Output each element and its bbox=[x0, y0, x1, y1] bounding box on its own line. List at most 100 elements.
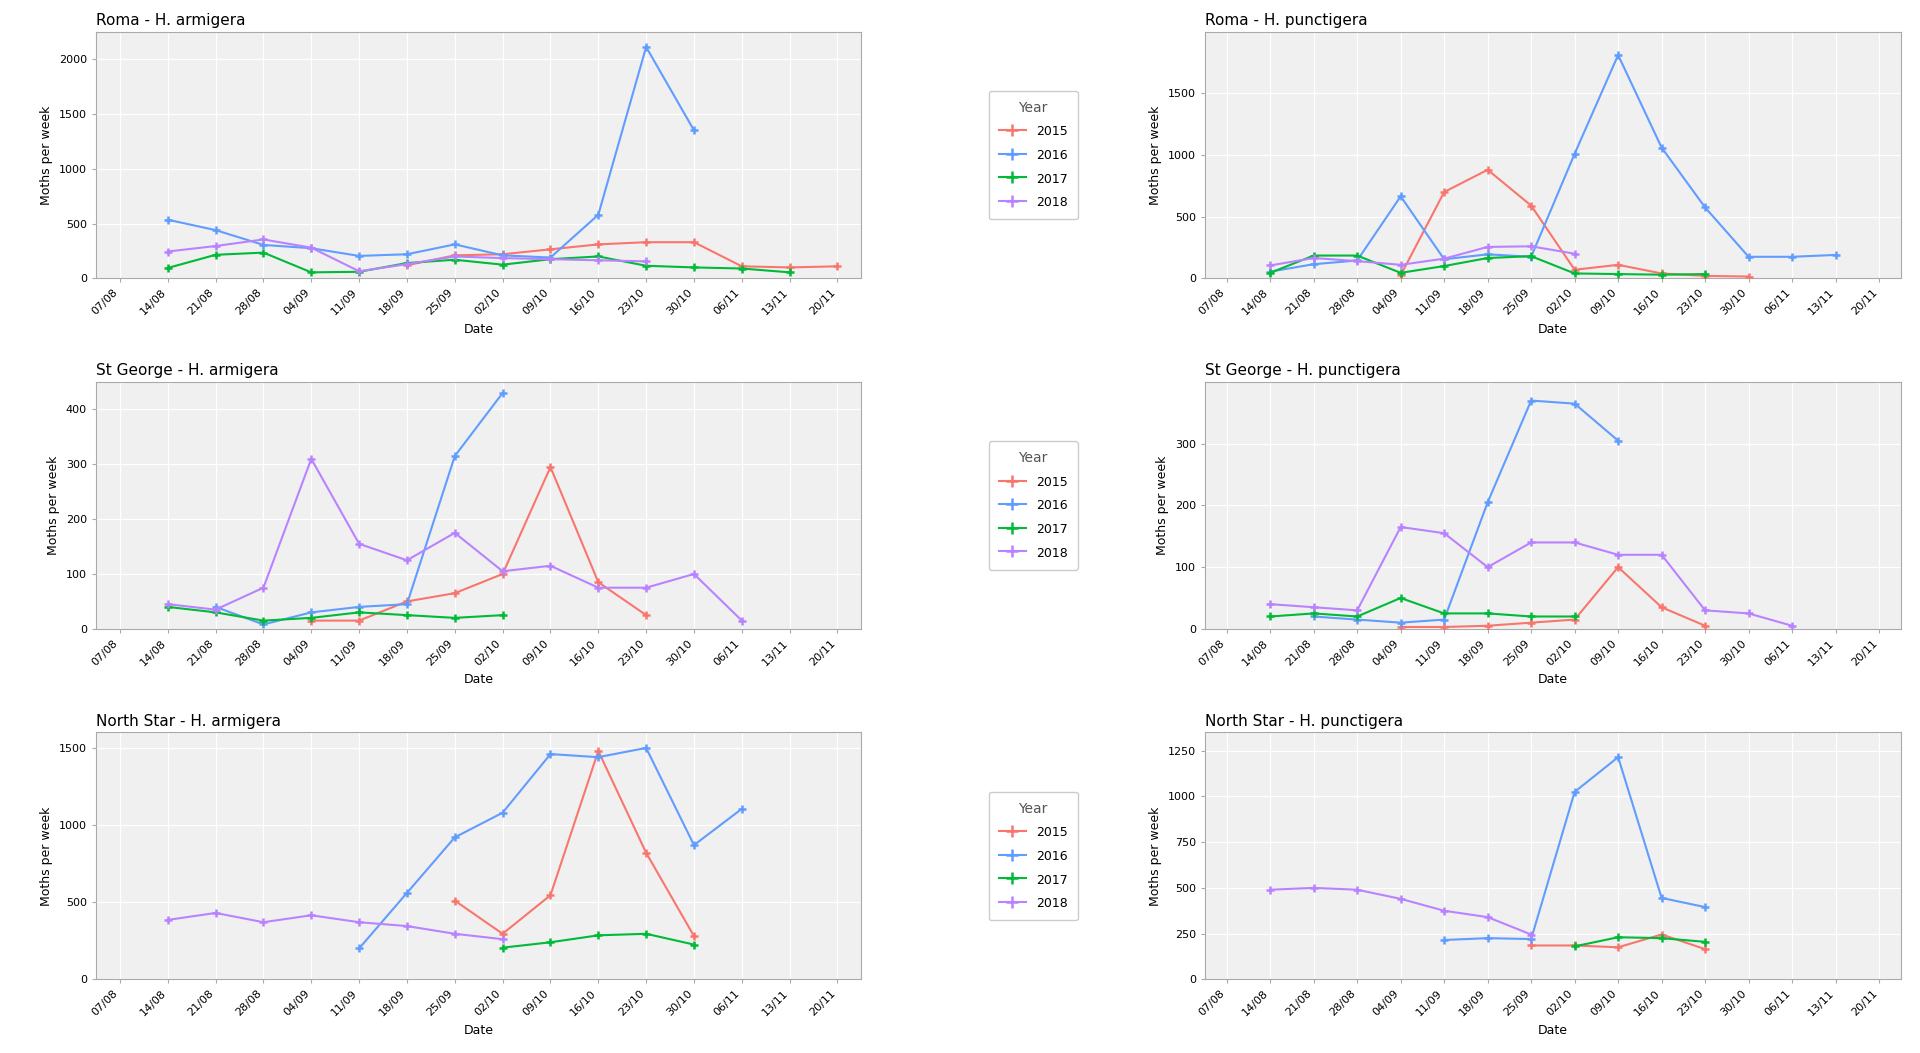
Legend: 2015, 2016, 2017, 2018: 2015, 2016, 2017, 2018 bbox=[989, 792, 1077, 920]
2017 bbox=[682, 261, 705, 274]
2017 bbox=[1302, 250, 1325, 262]
2015 bbox=[1649, 601, 1672, 614]
2018 bbox=[252, 916, 275, 929]
Text: St George - H. punctigera: St George - H. punctigera bbox=[1206, 363, 1402, 378]
2016 bbox=[444, 831, 467, 843]
2015 bbox=[492, 247, 515, 260]
2016 bbox=[1607, 751, 1630, 763]
2016 bbox=[1693, 201, 1716, 214]
2018 bbox=[1476, 561, 1500, 574]
Line: 2015: 2015 bbox=[307, 463, 651, 624]
2018 bbox=[1432, 526, 1455, 539]
2018 bbox=[588, 254, 611, 266]
2015 bbox=[396, 259, 419, 272]
2015 bbox=[540, 243, 563, 256]
Line: 2017: 2017 bbox=[1265, 594, 1578, 620]
2018 bbox=[396, 919, 419, 932]
2017 bbox=[1607, 931, 1630, 943]
2017 bbox=[1607, 267, 1630, 280]
2018 bbox=[588, 581, 611, 594]
2016 bbox=[1607, 48, 1630, 61]
2017 bbox=[1693, 935, 1716, 948]
2018 bbox=[1563, 536, 1586, 549]
2017 bbox=[492, 609, 515, 621]
2018 bbox=[1260, 883, 1283, 896]
2016 bbox=[1519, 251, 1542, 263]
2018 bbox=[156, 598, 179, 611]
2016 bbox=[588, 751, 611, 763]
2017 bbox=[682, 938, 705, 951]
2016 bbox=[1390, 190, 1413, 202]
2016 bbox=[1432, 613, 1455, 625]
2017 bbox=[300, 266, 323, 279]
2018 bbox=[1519, 928, 1542, 940]
X-axis label: Date: Date bbox=[465, 1024, 493, 1036]
2018 bbox=[1519, 240, 1542, 253]
2015 bbox=[636, 847, 659, 859]
2015 bbox=[1476, 163, 1500, 176]
2018 bbox=[444, 251, 467, 263]
2018 bbox=[1346, 604, 1369, 617]
2017 bbox=[1390, 592, 1413, 604]
2018 bbox=[682, 568, 705, 580]
2017 bbox=[444, 612, 467, 624]
2017 bbox=[204, 249, 227, 261]
Line: 2018: 2018 bbox=[163, 455, 747, 624]
Line: 2016: 2016 bbox=[1265, 51, 1839, 276]
2018 bbox=[396, 258, 419, 271]
2015 bbox=[444, 250, 467, 262]
Line: 2017: 2017 bbox=[1265, 252, 1709, 279]
2018 bbox=[1390, 258, 1413, 271]
Legend: 2015, 2016, 2017, 2018: 2015, 2016, 2017, 2018 bbox=[989, 441, 1077, 570]
2018 bbox=[1302, 601, 1325, 614]
2018 bbox=[1649, 549, 1672, 561]
2016 bbox=[1607, 434, 1630, 446]
X-axis label: Date: Date bbox=[465, 323, 493, 336]
Line: 2018: 2018 bbox=[1265, 523, 1797, 630]
2015 bbox=[636, 609, 659, 621]
2018 bbox=[1260, 259, 1283, 272]
2015 bbox=[1693, 942, 1716, 955]
2018 bbox=[1432, 253, 1455, 265]
2015 bbox=[348, 614, 371, 627]
2015 bbox=[588, 576, 611, 589]
Line: 2017: 2017 bbox=[499, 930, 699, 952]
2018 bbox=[636, 581, 659, 594]
2018 bbox=[1390, 521, 1413, 534]
2018 bbox=[492, 252, 515, 264]
2018 bbox=[1476, 911, 1500, 923]
Y-axis label: Moths per week: Moths per week bbox=[48, 456, 60, 555]
2018 bbox=[540, 253, 563, 265]
2016 bbox=[1563, 397, 1586, 410]
2015 bbox=[540, 461, 563, 474]
X-axis label: Date: Date bbox=[1538, 323, 1569, 336]
2016 bbox=[396, 887, 419, 899]
2016 bbox=[1563, 786, 1586, 798]
2016 bbox=[1260, 265, 1283, 278]
2015 bbox=[396, 595, 419, 608]
Line: 2018: 2018 bbox=[163, 235, 651, 276]
Y-axis label: Moths per week: Moths per week bbox=[1150, 105, 1162, 204]
2015 bbox=[1476, 619, 1500, 632]
2018 bbox=[492, 933, 515, 946]
2016 bbox=[1824, 249, 1847, 261]
2017 bbox=[1346, 610, 1369, 622]
2016 bbox=[348, 942, 371, 955]
2018 bbox=[444, 928, 467, 940]
2016 bbox=[730, 802, 753, 815]
Line: 2017: 2017 bbox=[163, 249, 793, 277]
2016 bbox=[156, 214, 179, 226]
2015 bbox=[588, 744, 611, 757]
2016 bbox=[1346, 613, 1369, 625]
2016 bbox=[396, 247, 419, 260]
2018 bbox=[300, 453, 323, 465]
2018 bbox=[1302, 252, 1325, 264]
Text: Roma - H. armigera: Roma - H. armigera bbox=[96, 13, 246, 27]
2017 bbox=[1476, 608, 1500, 620]
2016 bbox=[682, 124, 705, 137]
2016 bbox=[204, 224, 227, 237]
2016 bbox=[1738, 251, 1761, 263]
2018 bbox=[1346, 883, 1369, 896]
2018 bbox=[396, 554, 419, 567]
2017 bbox=[1476, 252, 1500, 264]
